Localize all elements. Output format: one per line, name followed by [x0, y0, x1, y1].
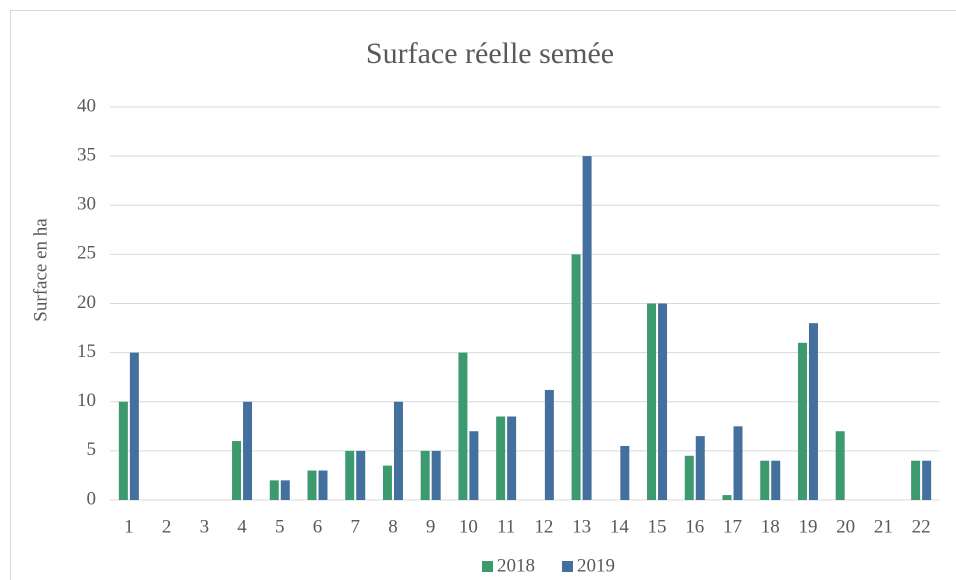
bar: [808, 323, 818, 500]
bar: [118, 401, 128, 500]
y-tick-label: 20: [77, 292, 96, 313]
bar: [431, 450, 441, 500]
bar: [911, 460, 921, 500]
bar: [658, 303, 668, 500]
x-tick-label: 18: [761, 516, 780, 537]
bar: [307, 470, 317, 500]
bar: [647, 303, 657, 500]
x-tick-label: 19: [798, 516, 817, 537]
bar: [760, 460, 770, 500]
bar: [922, 460, 932, 500]
bar: [129, 352, 139, 500]
bar: [507, 416, 517, 500]
legend-swatch: [562, 561, 573, 572]
legend-label: 2018: [497, 555, 535, 576]
x-tick-label: 20: [836, 516, 855, 537]
x-tick-label: 4: [237, 516, 247, 537]
y-axis-label: Surface en ha: [30, 218, 51, 322]
y-tick-label: 30: [77, 194, 96, 215]
x-tick-label: 2: [162, 516, 172, 537]
x-tick-label: 3: [200, 516, 210, 537]
bar: [496, 416, 506, 500]
x-tick-label: 16: [685, 516, 704, 537]
x-tick-label: 6: [313, 516, 323, 537]
bar: [771, 460, 781, 500]
bar: [232, 441, 242, 500]
legend-label: 2019: [577, 555, 615, 576]
x-tick-label: 22: [912, 516, 931, 537]
bar: [269, 480, 279, 500]
bar: [733, 426, 743, 500]
y-tick-label: 15: [77, 341, 96, 362]
bar: [345, 450, 355, 500]
x-tick-label: 15: [648, 516, 667, 537]
bar: [835, 431, 845, 500]
x-tick-label: 14: [610, 516, 630, 537]
y-tick-label: 25: [77, 243, 96, 264]
bar: [356, 450, 366, 500]
x-tick-label: 9: [426, 516, 436, 537]
chart-title: Surface réelle semée: [366, 37, 614, 70]
y-tick-label: 35: [77, 144, 96, 165]
y-tick-label: 40: [77, 95, 96, 116]
bar: [469, 431, 479, 500]
x-tick-label: 17: [723, 516, 742, 537]
bar: [695, 436, 705, 500]
bar: [458, 352, 468, 500]
bar: [393, 401, 403, 500]
x-tick-label: 21: [874, 516, 893, 537]
x-tick-label: 1: [124, 516, 134, 537]
bar: [684, 455, 694, 500]
x-tick-label: 11: [497, 516, 515, 537]
bar: [420, 450, 430, 500]
y-tick-label: 5: [87, 439, 97, 460]
bar: [797, 342, 807, 500]
x-tick-label: 7: [350, 516, 360, 537]
y-tick-label: 10: [77, 390, 96, 411]
bar: [280, 480, 290, 500]
bar: [571, 254, 581, 500]
bar: [620, 445, 630, 500]
legend-swatch: [482, 561, 493, 572]
bar: [243, 401, 253, 500]
x-tick-label: 13: [572, 516, 591, 537]
bar: [582, 156, 592, 500]
x-tick-label: 5: [275, 516, 285, 537]
bar: [382, 465, 392, 500]
bar: [722, 495, 732, 500]
x-tick-label: 12: [534, 516, 553, 537]
x-tick-label: 10: [459, 516, 478, 537]
y-tick-label: 0: [87, 488, 97, 509]
bar: [544, 389, 554, 500]
bar: [318, 470, 328, 500]
x-tick-label: 8: [388, 516, 398, 537]
